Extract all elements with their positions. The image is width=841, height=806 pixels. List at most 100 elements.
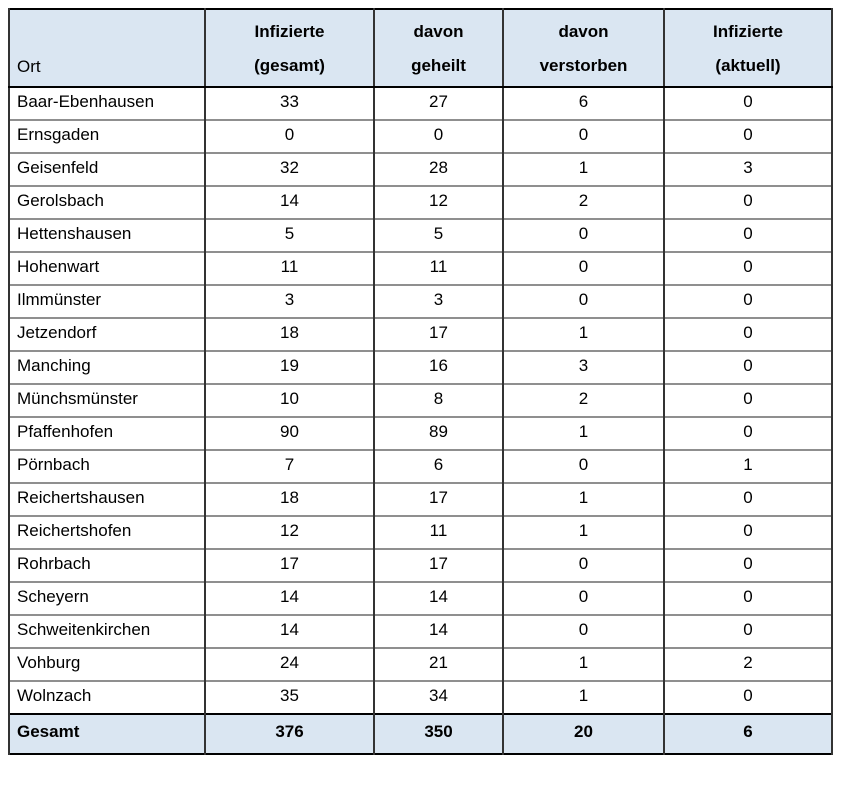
table-row: Manching 19 16 3 0 [8, 350, 833, 384]
page: Ort Infizierte (gesamt) davon geheilt da… [8, 8, 833, 755]
davon-geheilt-cell: 6 [373, 449, 504, 483]
infizierte-aktuell-cell: 0 [663, 383, 833, 417]
davon-geheilt-cell: 16 [373, 350, 504, 384]
infizierte-gesamt-cell: 33 [204, 86, 375, 120]
ort-cell: Baar-Ebenhausen [8, 86, 206, 120]
infizierte-aktuell-cell: 0 [663, 416, 833, 450]
davon-verstorben-cell: 3 [502, 350, 665, 384]
infizierte-gesamt-cell: 90 [204, 416, 375, 450]
davon-verstorben-cell: 1 [502, 317, 665, 351]
header-row: Ort Infizierte (gesamt) davon geheilt da… [8, 9, 833, 88]
ort-cell: Reichertshofen [8, 515, 206, 549]
table-row: Reichertshausen 18 17 1 0 [8, 482, 833, 516]
total-label-cell: Gesamt [8, 713, 206, 754]
header-line-1: Infizierte [713, 21, 783, 41]
davon-verstorben-cell: 0 [502, 581, 665, 615]
table-row: Rohrbach 17 17 0 0 [8, 548, 833, 582]
infizierte-gesamt-cell: 3 [204, 284, 375, 318]
davon-verstorben-cell: 0 [502, 284, 665, 318]
infizierte-gesamt-cell: 10 [204, 383, 375, 417]
table-row: Gerolsbach 14 12 2 0 [8, 185, 833, 219]
infizierte-gesamt-cell: 19 [204, 350, 375, 384]
infizierte-aktuell-cell: 0 [663, 548, 833, 582]
davon-geheilt-cell: 27 [373, 86, 504, 120]
col-header-ort: Ort [8, 9, 206, 88]
infizierte-aktuell-cell: 2 [663, 647, 833, 681]
davon-verstorben-cell: 1 [502, 647, 665, 681]
ort-cell: Schweitenkirchen [8, 614, 206, 648]
ort-cell: Ernsgaden [8, 119, 206, 153]
infizierte-gesamt-cell: 32 [204, 152, 375, 186]
total-gesamt-cell: 376 [204, 713, 375, 754]
total-verstorben-cell: 20 [502, 713, 665, 754]
header-line-1: davon [558, 21, 609, 41]
davon-verstorben-cell: 0 [502, 614, 665, 648]
davon-verstorben-cell: 0 [502, 548, 665, 582]
col-header-davon-geheilt: davon geheilt [373, 9, 504, 88]
header-line-2: geheilt [411, 55, 466, 75]
infizierte-gesamt-cell: 5 [204, 218, 375, 252]
header-line-2: (aktuell) [715, 55, 781, 75]
table-row: Pörnbach 7 6 0 1 [8, 449, 833, 483]
ort-cell: Pfaffenhofen [8, 416, 206, 450]
davon-geheilt-cell: 14 [373, 581, 504, 615]
ort-cell: Hettenshausen [8, 218, 206, 252]
infizierte-aktuell-cell: 0 [663, 185, 833, 219]
infizierte-gesamt-cell: 17 [204, 548, 375, 582]
infizierte-aktuell-cell: 0 [663, 680, 833, 714]
table-row: Münchsmünster 10 8 2 0 [8, 383, 833, 417]
header-line-2: (gesamt) [254, 55, 325, 75]
davon-geheilt-cell: 89 [373, 416, 504, 450]
table-header: Ort Infizierte (gesamt) davon geheilt da… [8, 9, 833, 88]
infizierte-gesamt-cell: 14 [204, 581, 375, 615]
davon-geheilt-cell: 12 [373, 185, 504, 219]
davon-geheilt-cell: 17 [373, 317, 504, 351]
header-line-1: davon [413, 21, 464, 41]
infizierte-gesamt-cell: 18 [204, 482, 375, 516]
col-header-infizierte-gesamt: Infizierte (gesamt) [204, 9, 375, 88]
table-row: Hettenshausen 5 5 0 0 [8, 218, 833, 252]
infizierte-gesamt-cell: 12 [204, 515, 375, 549]
total-aktuell-cell: 6 [663, 713, 833, 754]
table-row: Geisenfeld 32 28 1 3 [8, 152, 833, 186]
col-header-davon-verstorben: davon verstorben [502, 9, 665, 88]
infizierte-gesamt-cell: 0 [204, 119, 375, 153]
davon-verstorben-cell: 0 [502, 119, 665, 153]
infizierte-aktuell-cell: 0 [663, 119, 833, 153]
infizierte-aktuell-cell: 0 [663, 515, 833, 549]
infizierte-aktuell-cell: 0 [663, 218, 833, 252]
table-row: Jetzendorf 18 17 1 0 [8, 317, 833, 351]
infizierte-aktuell-cell: 0 [663, 317, 833, 351]
ort-cell: Wolnzach [8, 680, 206, 714]
davon-geheilt-cell: 14 [373, 614, 504, 648]
davon-verstorben-cell: 0 [502, 218, 665, 252]
ort-cell: Manching [8, 350, 206, 384]
ort-cell: Vohburg [8, 647, 206, 681]
ort-cell: Pörnbach [8, 449, 206, 483]
davon-geheilt-cell: 11 [373, 251, 504, 285]
table-row: Hohenwart 11 11 0 0 [8, 251, 833, 285]
davon-verstorben-cell: 1 [502, 680, 665, 714]
table-footer: Gesamt 376 350 20 6 [8, 713, 833, 754]
table-row: Ernsgaden 0 0 0 0 [8, 119, 833, 153]
davon-verstorben-cell: 6 [502, 86, 665, 120]
davon-geheilt-cell: 28 [373, 152, 504, 186]
davon-verstorben-cell: 1 [502, 416, 665, 450]
infizierte-gesamt-cell: 18 [204, 317, 375, 351]
davon-geheilt-cell: 5 [373, 218, 504, 252]
davon-geheilt-cell: 21 [373, 647, 504, 681]
ort-cell: Scheyern [8, 581, 206, 615]
infizierte-aktuell-cell: 0 [663, 284, 833, 318]
col-header-infizierte-aktuell: Infizierte (aktuell) [663, 9, 833, 88]
ort-cell: Rohrbach [8, 548, 206, 582]
table-row: Reichertshofen 12 11 1 0 [8, 515, 833, 549]
davon-verstorben-cell: 2 [502, 383, 665, 417]
davon-geheilt-cell: 34 [373, 680, 504, 714]
ort-cell: Hohenwart [8, 251, 206, 285]
infizierte-gesamt-cell: 24 [204, 647, 375, 681]
infizierte-gesamt-cell: 11 [204, 251, 375, 285]
infizierte-gesamt-cell: 14 [204, 614, 375, 648]
infizierte-aktuell-cell: 0 [663, 251, 833, 285]
covid-stats-table: Ort Infizierte (gesamt) davon geheilt da… [8, 8, 833, 755]
davon-geheilt-cell: 8 [373, 383, 504, 417]
